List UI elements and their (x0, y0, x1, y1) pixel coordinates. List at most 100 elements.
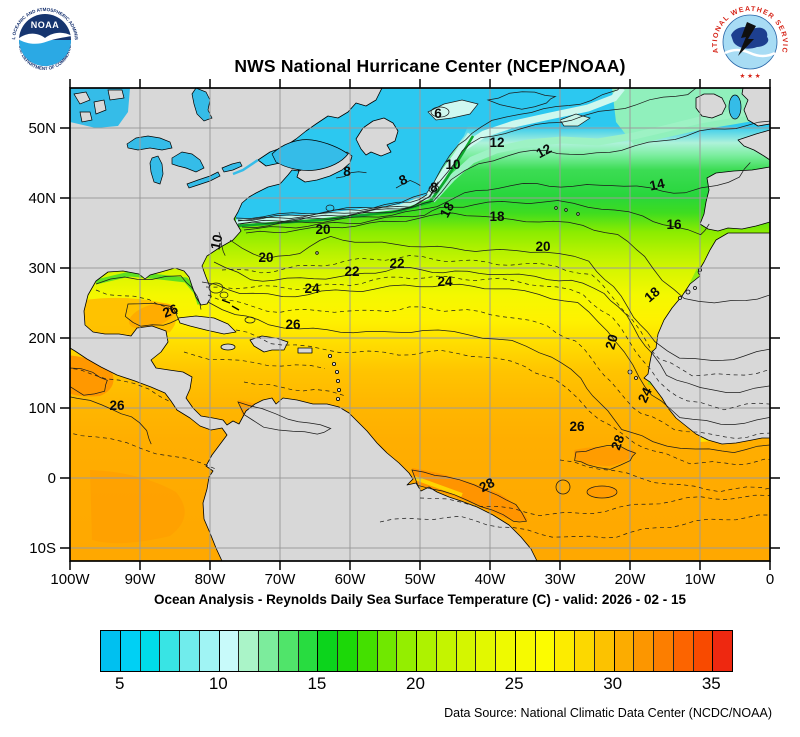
lake-michigan (149, 155, 164, 185)
colorbar-cell (198, 631, 219, 671)
contour-label: 14 (648, 176, 666, 194)
map-subtitle: Ocean Analysis - Reynolds Daily Sea Surf… (154, 592, 686, 607)
colorbar-cell (101, 631, 120, 671)
x-axis-label: 90W (125, 571, 157, 588)
contour-label: 12 (534, 141, 554, 161)
colorbar-cell (613, 631, 634, 671)
contour-label: 16 (666, 217, 682, 232)
contour-label: 20 (315, 222, 330, 237)
colorbar-cell (554, 631, 574, 671)
contour-label: 20 (258, 250, 273, 265)
contour-label: 24 (304, 281, 320, 296)
colorbar-cell (159, 631, 179, 671)
noaa-emblem-sea (19, 40, 71, 66)
colorbar-cell (218, 631, 239, 671)
y-axis-label: 20N (28, 330, 56, 347)
puerto-rico (297, 347, 313, 354)
colorbar-tick-label: 5 (114, 674, 125, 693)
x-axis-label: 100W (50, 571, 90, 588)
colorbar-tick-label: 10 (208, 674, 228, 693)
colorbar-cell (475, 631, 495, 671)
y-axis-label: 40N (28, 190, 56, 207)
y-axis-label: 0 (48, 470, 56, 487)
y-axis-label: 10S (29, 540, 56, 557)
page-title: NWS National Hurricane Center (NCEP/NOAA… (234, 56, 626, 76)
noaa-logo: NATIONAL OCEANIC AND ATMOSPHERIC ADMINIS… (9, 4, 80, 75)
colorbar-tick-label: 35 (701, 674, 721, 693)
colorbar-cell (179, 631, 199, 671)
contour-layer (70, 88, 770, 539)
nws-logo: NATIONAL WEATHER SERVICE ★ ★ ★ (710, 2, 788, 80)
colorbar-cell (672, 631, 693, 671)
contour-label: 10 (208, 233, 226, 251)
iberia (699, 166, 770, 232)
axis-ticks (60, 79, 780, 570)
x-axis-label: 60W (335, 571, 367, 588)
colorbar-cell (277, 631, 298, 671)
jamaica (220, 343, 236, 351)
x-axis-label: 40W (475, 571, 507, 588)
colorbar-cell (317, 631, 337, 671)
x-axis-label: 80W (195, 571, 227, 588)
contour-label: 28 (477, 475, 498, 496)
canary-islands (685, 289, 691, 295)
y-axis-label: 50N (28, 120, 56, 137)
y-axis-label: 30N (28, 260, 56, 277)
contour-label: 24 (635, 385, 655, 405)
nws-lightning-icon (738, 22, 756, 56)
x-axis-label: 70W (265, 571, 297, 588)
colorbar-cell (376, 631, 397, 671)
colorbar-tick-label: 20 (406, 674, 425, 693)
contour-label: 22 (344, 264, 359, 279)
cuba (177, 315, 237, 335)
ireland (695, 93, 727, 119)
x-axis-label: 20W (615, 571, 647, 588)
irish-sea (728, 94, 742, 120)
americas-landmass (70, 88, 538, 561)
contour-label: 20 (602, 333, 620, 351)
map-frame (69, 87, 771, 562)
colorbar-tick-label: 25 (504, 674, 524, 693)
colorbar-cell (455, 631, 476, 671)
gulf-st-lawrence (271, 139, 349, 171)
azores (554, 206, 558, 210)
contour-label: 26 (569, 419, 585, 434)
map-container: 6 12 12 10 8 8 8 10 18 18 14 16 20 20 20 22 22 24 24 26 26 26… (28, 79, 780, 588)
colorbar-scale: 5 10 15 20 25 30 35 (0, 674, 800, 698)
colorbar-cell (574, 631, 594, 671)
lake-superior (126, 135, 173, 151)
contour-label: 18 (437, 199, 458, 220)
britain (741, 88, 770, 127)
colorbar-cell (297, 631, 318, 671)
st-lawrence-river (232, 158, 259, 176)
bermuda (315, 251, 319, 255)
colorbar-tick-label: 30 (603, 674, 623, 693)
contour-label: 20 (535, 239, 550, 254)
contour-label: 18 (489, 209, 505, 224)
x-axis-label: 0 (766, 571, 774, 588)
lake-erie (186, 171, 221, 189)
nws-landmass (731, 27, 769, 49)
colorbar-cell (495, 631, 515, 671)
contour-label: 12 (489, 135, 504, 150)
colorbar-cell (712, 631, 732, 671)
contour-label: 26 (161, 301, 181, 321)
x-axis-label: 30W (545, 571, 577, 588)
colorbar-cell (119, 631, 140, 671)
colorbar-cell (416, 631, 436, 671)
contour-label: 10 (445, 157, 460, 172)
lake-ontario (221, 161, 243, 173)
colorbar-cell (435, 631, 456, 671)
colorbar-cell (593, 631, 614, 671)
x-axis-labels: 100W 90W 80W 70W 60W 50W 40W 30W 20W 10W 0 (50, 571, 774, 588)
noaa-acronym: NOAA (31, 20, 60, 30)
x-axis-label: 10W (685, 571, 717, 588)
colorbar-cell (337, 631, 357, 671)
france (737, 129, 770, 161)
data-source: Data Source: National Climatic Data Cent… (444, 706, 772, 720)
colorbar-cell (633, 631, 653, 671)
nws-ring-stars: ★ ★ ★ (739, 73, 760, 80)
